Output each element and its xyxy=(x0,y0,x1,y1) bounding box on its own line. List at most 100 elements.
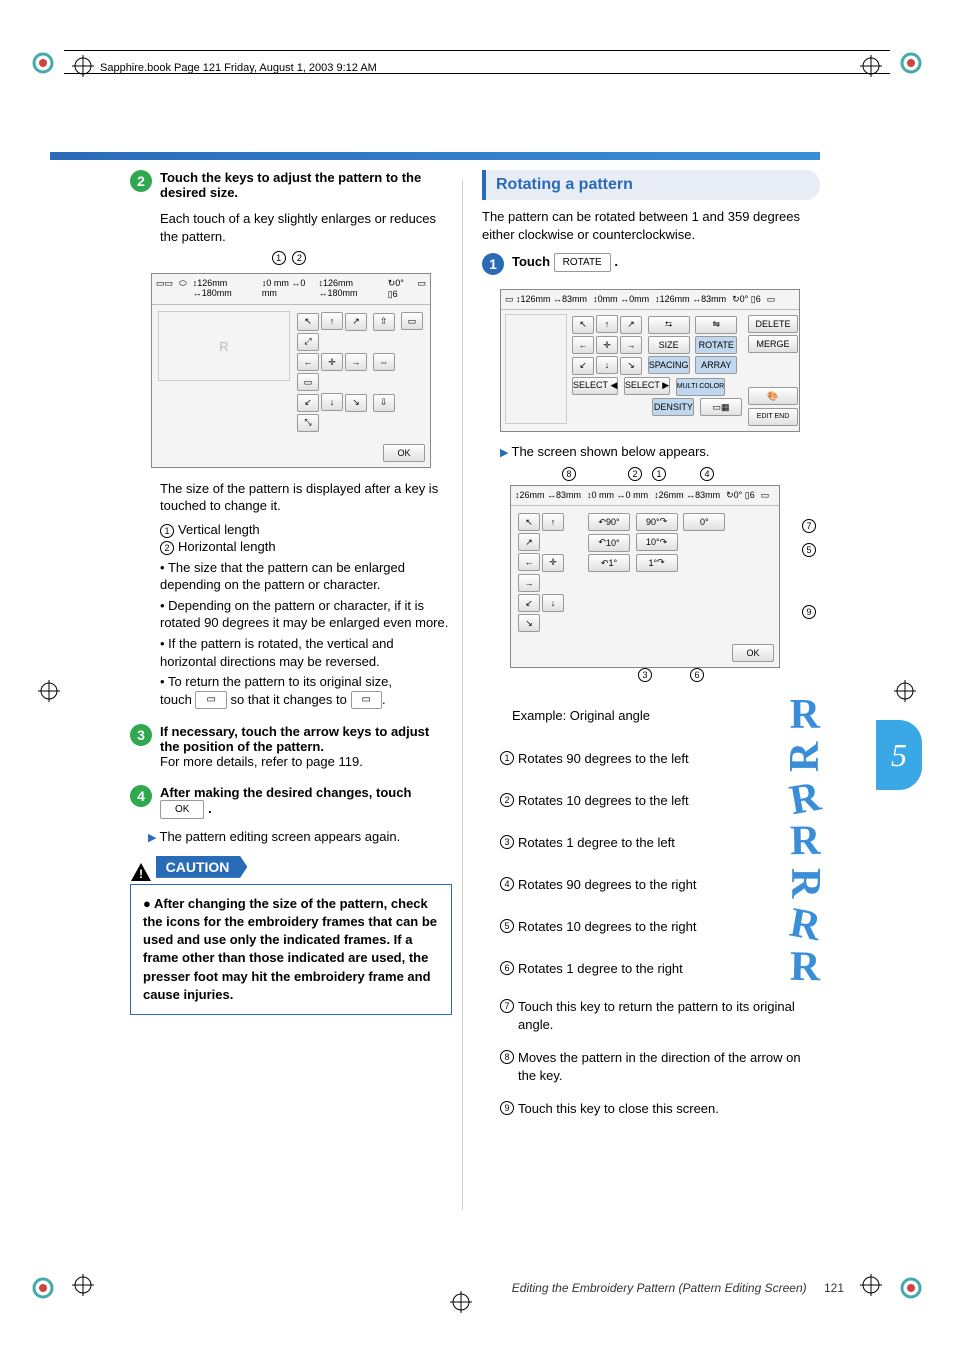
s2-w[interactable]: ← xyxy=(572,336,594,354)
size-shrink[interactable]: ⤡ xyxy=(297,414,319,432)
desc-row-1: 1Rotates 90 degrees to the leftR xyxy=(482,736,820,778)
desc-text-8: Moves the pattern in the direction of th… xyxy=(518,1049,820,1084)
reset-size-key-2[interactable]: ▭ xyxy=(351,691,382,709)
co-2: 2 xyxy=(628,467,642,481)
arrow-sw[interactable]: ↙ xyxy=(297,394,319,412)
caution-label: CAUTION xyxy=(156,856,248,878)
page-footer: Editing the Embroidery Pattern (Pattern … xyxy=(512,1281,844,1295)
s2-density[interactable]: DENSITY xyxy=(652,398,694,416)
s2-editend[interactable]: EDIT END xyxy=(748,408,798,426)
example-R-0: R xyxy=(790,694,820,736)
step-4-title-a: After making the desired changes, touch xyxy=(160,785,411,800)
left-bullets: The size that the pattern can be enlarge… xyxy=(160,556,452,712)
s2-nw[interactable]: ↖ xyxy=(572,316,594,334)
s3-n[interactable]: ↑ xyxy=(542,513,564,531)
arrow-s[interactable]: ↓ xyxy=(321,393,343,411)
ok-button-screen3[interactable]: OK xyxy=(732,644,774,662)
s2-ne[interactable]: ↗ xyxy=(620,316,642,334)
co-5: 5 xyxy=(802,543,816,557)
arrow-ne[interactable]: ↗ xyxy=(345,313,367,331)
spec-2-num: 2 xyxy=(160,541,174,555)
size-h[interactable]: ⇔ xyxy=(373,353,395,371)
close-screen1[interactable]: ▭ xyxy=(401,312,423,330)
crop-target-bc xyxy=(450,1291,472,1313)
desc-num-7: 7 xyxy=(500,999,514,1013)
s2-select-r[interactable]: SELECT ▶ xyxy=(624,377,670,395)
rot-l10[interactable]: ↶10° xyxy=(588,534,630,552)
step-4-title-b: . xyxy=(208,801,212,816)
crop-ring-bl xyxy=(30,1275,56,1301)
rot-r1[interactable]: 1°↷ xyxy=(636,554,678,572)
rotate-key[interactable]: ROTATE xyxy=(554,253,611,272)
desc-row-6: 6Rotates 1 degree to the rightR xyxy=(482,946,820,988)
co-7: 7 xyxy=(802,519,816,533)
rot-r10[interactable]: 10°↷ xyxy=(636,533,678,551)
arrow-e[interactable]: → xyxy=(345,353,367,371)
step-2-body: Each touch of a key slightly enlarges or… xyxy=(160,210,452,245)
example-R-5: R xyxy=(786,902,823,949)
bullet-2: Depending on the pattern or character, i… xyxy=(160,597,452,632)
arrow-se[interactable]: ↘ xyxy=(345,394,367,412)
desc-row-5: 5Rotates 10 degrees to the rightR xyxy=(482,904,820,946)
s2-n[interactable]: ↑ xyxy=(596,315,618,333)
ok-key-step4[interactable]: OK xyxy=(160,800,204,819)
s2-array[interactable]: ARRAY xyxy=(695,356,737,374)
size-up[interactable]: ⇧ xyxy=(373,313,395,331)
chapter-tab: 5 xyxy=(876,720,922,790)
size-expand[interactable]: ⤢ xyxy=(297,333,319,351)
crop-ring-tr xyxy=(898,50,924,76)
bullet-3: If the pattern is rotated, the vertical … xyxy=(160,635,452,670)
s2-size[interactable]: SIZE xyxy=(648,336,690,354)
s3-s[interactable]: ↓ xyxy=(542,594,564,612)
s2-palette[interactable]: 🎨 xyxy=(748,387,798,405)
after-screen1-text: The size of the pattern is displayed aft… xyxy=(160,480,452,515)
example-R-4: R xyxy=(784,868,826,898)
rot-l1[interactable]: ↶1° xyxy=(588,554,630,572)
arrow-nw[interactable]: ↖ xyxy=(297,313,319,331)
arrow-w[interactable]: ← xyxy=(297,353,319,371)
rot-l90[interactable]: ↶90° xyxy=(588,513,630,531)
s3-c[interactable]: ✛ xyxy=(542,554,564,572)
desc-text-4: Rotates 90 degrees to the right xyxy=(518,876,697,894)
s2-se[interactable]: ↘ xyxy=(620,357,642,375)
reset-size-key-1[interactable]: ▭ xyxy=(195,691,226,709)
example-R-1: R xyxy=(784,742,826,772)
size-reset[interactable]: ▭ xyxy=(297,373,319,391)
s2-e[interactable]: → xyxy=(620,336,642,354)
step-3-title: If necessary, touch the arrow keys to ad… xyxy=(160,724,452,754)
s3-se[interactable]: ↘ xyxy=(518,614,540,632)
s2-rotate[interactable]: ROTATE xyxy=(695,336,737,354)
s2-c[interactable]: ✛ xyxy=(596,336,618,354)
s3-w[interactable]: ← xyxy=(518,553,540,571)
arrow-n[interactable]: ↑ xyxy=(321,312,343,330)
s2-thread[interactable]: ▭▦ xyxy=(700,398,742,416)
desc-text-1: Rotates 90 degrees to the left xyxy=(518,750,689,768)
header-blue-bar xyxy=(50,152,820,160)
s3-ne[interactable]: ↗ xyxy=(518,533,540,551)
s2-select-l[interactable]: SELECT ◀ xyxy=(572,377,618,395)
s2-delete[interactable]: DELETE xyxy=(748,315,798,333)
example-label: Example: Original angle xyxy=(482,708,790,723)
s3-e[interactable]: → xyxy=(518,574,540,592)
s3-sw[interactable]: ↙ xyxy=(518,594,540,612)
ok-button-screen1[interactable]: OK xyxy=(383,444,425,462)
s2-s[interactable]: ↓ xyxy=(596,356,618,374)
s2-spacing[interactable]: SPACING xyxy=(648,356,690,374)
co-3: 3 xyxy=(638,668,652,682)
arrow-center[interactable]: ✛ xyxy=(321,353,343,371)
s2-flip[interactable]: ⇋ xyxy=(695,316,737,334)
desc-row-2: 2Rotates 10 degrees to the leftR xyxy=(482,778,820,820)
co-4: 4 xyxy=(700,467,714,481)
s2-mirror[interactable]: ⮀ xyxy=(648,316,690,334)
s3-nw[interactable]: ↖ xyxy=(518,513,540,531)
desc-text-2: Rotates 10 degrees to the left xyxy=(518,792,689,810)
crop-target-bl xyxy=(72,1274,94,1296)
step-2-title: Touch the keys to adjust the pattern to … xyxy=(160,170,452,200)
rot-0[interactable]: 0° xyxy=(683,513,725,531)
s2-sw[interactable]: ↙ xyxy=(572,357,594,375)
s2-merge[interactable]: MERGE xyxy=(748,335,798,353)
s2-multicolor[interactable]: MULTI COLOR xyxy=(676,378,725,396)
rot-r90[interactable]: 90°↷ xyxy=(636,513,678,531)
bullet-4: To return the pattern to its original si… xyxy=(160,673,452,709)
size-down[interactable]: ⇩ xyxy=(373,394,395,412)
